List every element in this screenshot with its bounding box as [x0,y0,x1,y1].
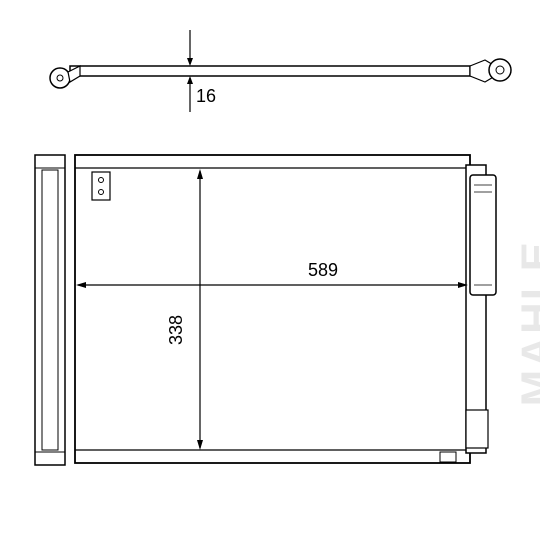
dim-height-label: 338 [166,315,187,345]
technical-drawing [0,0,540,540]
top-view [50,59,511,88]
dim-width-label: 589 [308,260,338,281]
front-view [75,155,496,463]
side-view [35,155,65,465]
dim-thickness-label: 16 [196,86,216,107]
